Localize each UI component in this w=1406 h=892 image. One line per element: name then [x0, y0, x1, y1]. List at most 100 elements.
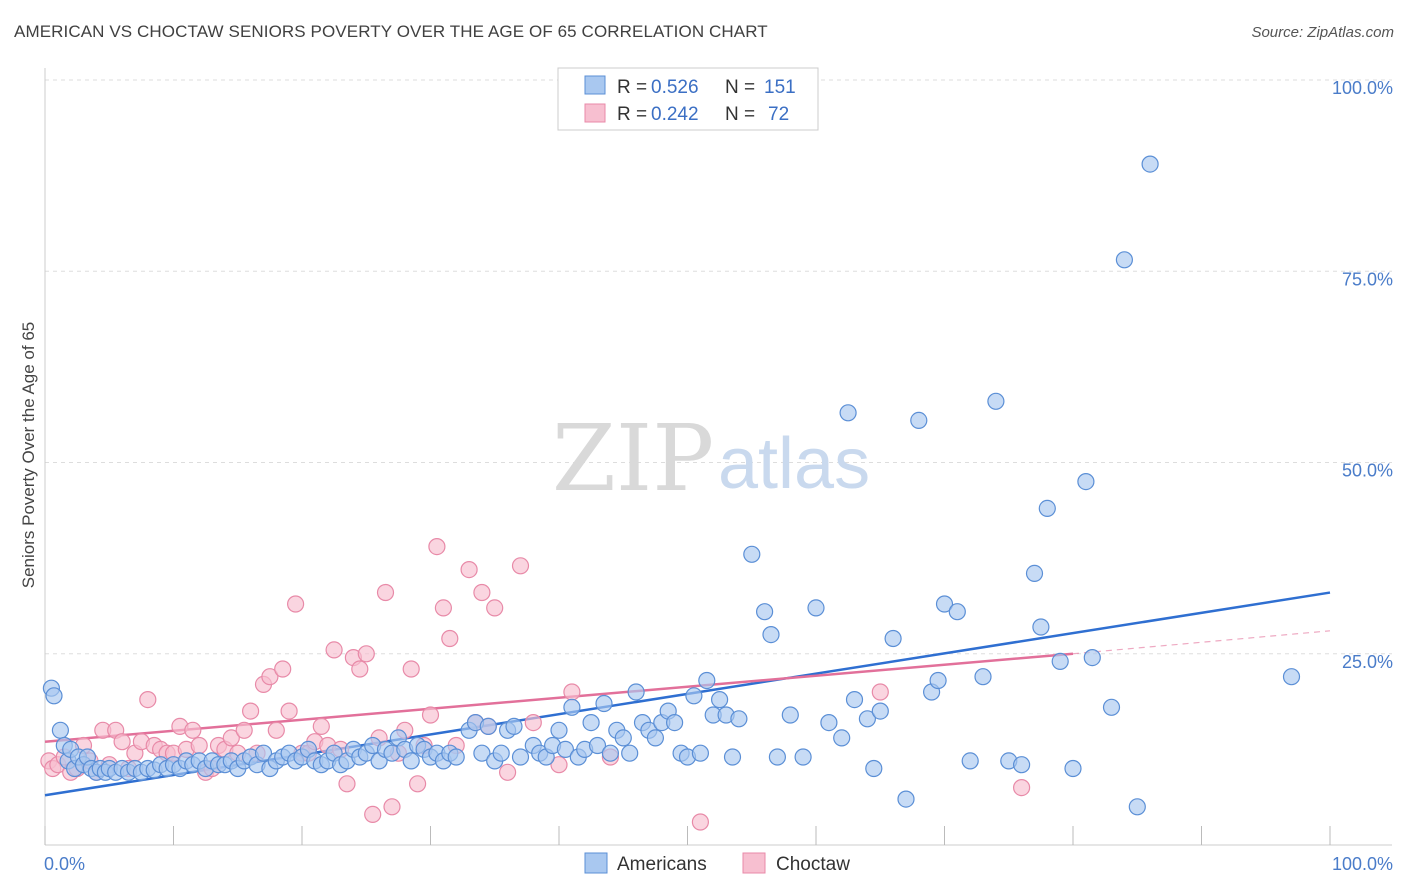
american-point-1	[45, 687, 63, 705]
american-point-92	[614, 729, 632, 747]
choctaw-point-53	[376, 583, 395, 602]
american-point-76	[505, 717, 523, 736]
choctaw-point-49	[351, 660, 369, 678]
choctaw-point-29	[222, 729, 240, 747]
choctaw-point-45	[325, 641, 343, 659]
american-point-89	[595, 694, 613, 713]
choctaw-point-43	[312, 717, 330, 736]
american-point-120	[839, 404, 857, 422]
legend-r-label-2: R =	[617, 104, 647, 125]
american-point-82	[550, 721, 568, 739]
tick-labels: 25.0% 50.0% 75.0% 100.0% 0.0% 100.0%	[44, 78, 1393, 874]
american-point-132	[961, 752, 979, 770]
choctaw-point-47	[338, 775, 356, 793]
watermark-atlas: atlas	[718, 424, 870, 504]
american-point-134	[987, 392, 1005, 410]
choctaw-point-70	[499, 763, 517, 781]
choctaw-trend-line	[44, 652, 1074, 743]
american-point-110	[730, 710, 748, 728]
american-point-88	[588, 736, 607, 755]
american-point-144	[1102, 698, 1121, 716]
legend-n-label-2: N =	[725, 104, 755, 125]
watermark: ZIP atlas	[552, 405, 870, 512]
choctaw-point-54	[383, 798, 401, 816]
american-point-107	[710, 690, 729, 709]
american-point-112	[755, 603, 774, 621]
american-point-127	[910, 411, 928, 429]
legend-r-value-1: 0.526	[651, 77, 699, 98]
american-point-97	[646, 729, 665, 747]
choctaw-point-74	[563, 683, 581, 701]
american-point-113	[762, 625, 780, 644]
american-point-141	[1064, 759, 1082, 778]
american-point-105	[698, 671, 716, 690]
american-point-122	[858, 710, 877, 728]
american-point-87	[582, 713, 600, 732]
choctaw-point-77	[871, 683, 889, 701]
choctaw-point-60	[421, 706, 440, 724]
american-point-72	[479, 717, 497, 736]
choctaw-point-23	[184, 721, 202, 739]
american-point-103	[685, 687, 703, 705]
choctaw-point-24	[190, 736, 208, 755]
legend: R = 0.526 N = 151 R = 0.242 N = 72	[557, 67, 819, 131]
legend-n-label-1: N =	[725, 77, 755, 98]
american-point-131	[948, 603, 966, 621]
american-point-77	[511, 748, 530, 766]
grid-lines	[45, 79, 1392, 655]
legend-swatch-americans	[584, 75, 606, 95]
choctaw-point-51	[364, 805, 382, 824]
american-point-68	[447, 748, 465, 766]
watermark-zip: ZIP	[552, 405, 714, 512]
choctaw-point-72	[524, 713, 542, 732]
choctaw-point-73	[550, 756, 568, 774]
american-point-129	[929, 671, 947, 690]
american-point-130	[935, 595, 954, 613]
choctaw-point-61	[428, 537, 446, 556]
x-tick-label-100: 100.0%	[1332, 854, 1393, 874]
american-point-109	[723, 748, 742, 766]
series-legend: Americans Choctaw	[584, 852, 850, 875]
choctaw-point-38	[280, 702, 298, 720]
american-point-93	[621, 744, 639, 762]
legend-r-label-1: R =	[617, 77, 647, 98]
choctaw-point-12	[113, 733, 131, 751]
american-point-116	[794, 748, 812, 766]
choctaw-point-58	[409, 775, 427, 793]
x-tick-label-0: 0.0%	[44, 854, 85, 874]
series-legend-americans: Americans	[617, 854, 707, 875]
y-tick-label-100: 100.0%	[1332, 78, 1393, 98]
american-point-94	[627, 683, 645, 701]
american-point-140	[1051, 652, 1069, 671]
choctaw-point-69	[486, 599, 504, 617]
american-point-142	[1077, 473, 1095, 491]
series-legend-swatch-americans	[584, 852, 608, 874]
choctaw-trend-extension	[1072, 630, 1331, 655]
choctaw-point-63	[441, 629, 459, 648]
american-point-133	[974, 668, 992, 686]
legend-n-value-2: 72	[768, 104, 789, 125]
american-point-61	[402, 752, 420, 770]
choctaw-point-50	[357, 645, 375, 663]
choctaw-point-62	[434, 599, 452, 617]
choctaw-point-36	[267, 721, 285, 739]
y-tick-label-75: 75.0%	[1342, 269, 1393, 289]
american-point-90	[601, 744, 620, 762]
chart-source: Source: ZipAtlas.com	[1251, 24, 1394, 41]
legend-n-value-1: 151	[764, 77, 796, 98]
american-point-147	[1141, 155, 1159, 173]
american-point-2	[51, 721, 70, 739]
american-point-111	[743, 545, 761, 563]
choctaw-points	[40, 537, 1031, 831]
y-tick-label-50: 50.0%	[1342, 461, 1393, 481]
choctaw-point-31	[235, 721, 253, 739]
american-point-143	[1083, 648, 1101, 667]
american-point-145	[1115, 251, 1134, 269]
american-point-125	[884, 629, 902, 648]
choctaw-point-71	[511, 557, 530, 575]
choctaw-point-35	[261, 668, 279, 686]
choctaw-point-65	[460, 560, 478, 579]
american-point-118	[820, 713, 838, 732]
american-point-83	[556, 740, 575, 759]
american-point-148	[1282, 668, 1301, 686]
